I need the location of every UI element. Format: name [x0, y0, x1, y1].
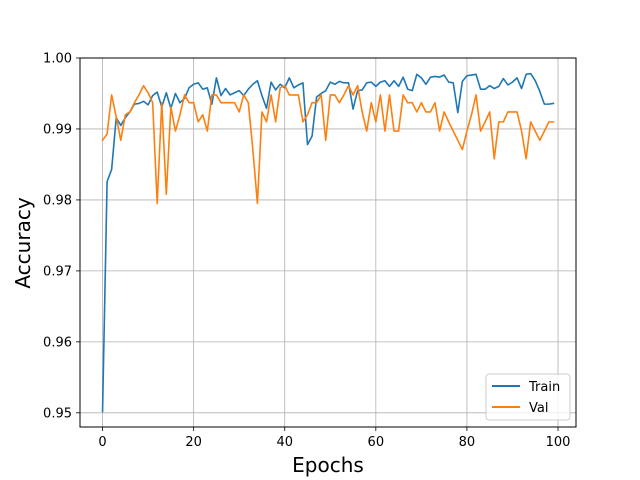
plot-frame — [79, 57, 577, 428]
grid — [80, 57, 576, 427]
y-tick-label: 0.98 — [43, 193, 72, 208]
legend-label-train: Train — [528, 380, 560, 395]
x-tick-label: 80 — [459, 435, 476, 450]
series-line-train — [101, 72, 555, 413]
y-tick-label: 0.96 — [43, 335, 72, 350]
x-axis-ticks: 0 20 40 60 80 100 — [98, 427, 570, 450]
y-tick-label: 0.97 — [43, 264, 72, 279]
x-tick-label: 100 — [546, 435, 571, 450]
legend: Train Val — [485, 373, 571, 421]
x-tick-label: 20 — [185, 435, 202, 450]
x-tick-label: 40 — [276, 435, 293, 450]
y-axis-label: Accuracy — [11, 197, 35, 288]
plot-lines — [101, 72, 555, 413]
y-tick-label: 0.99 — [43, 122, 72, 137]
x-tick-label: 0 — [98, 435, 106, 450]
y-tick-label: 1.00 — [43, 52, 72, 67]
y-axis-ticks: 0.95 0.96 0.97 0.98 0.99 1.00 — [43, 52, 80, 421]
legend-label-val: Val — [529, 401, 548, 416]
x-axis-label: Epochs — [292, 453, 364, 477]
y-tick-label: 0.95 — [43, 406, 72, 421]
series-line-val — [101, 84, 555, 205]
x-tick-label: 60 — [368, 435, 385, 450]
